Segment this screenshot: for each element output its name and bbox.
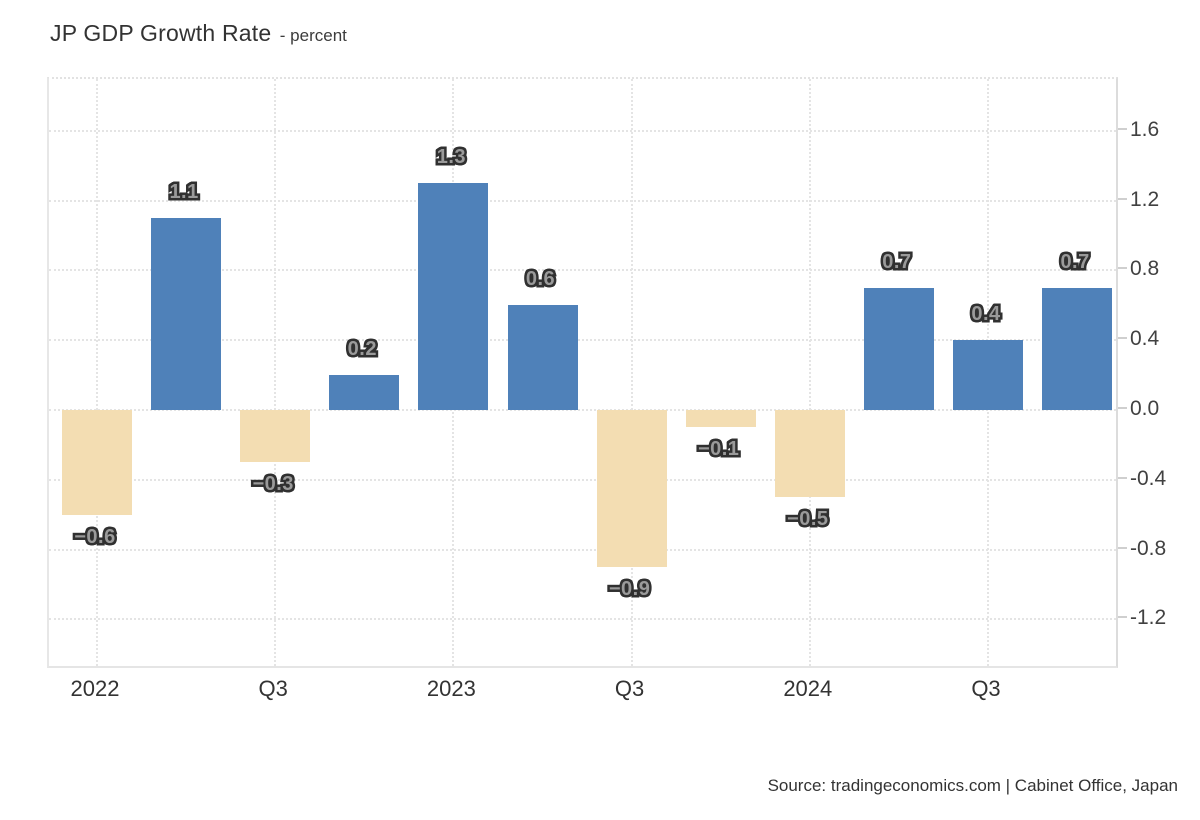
bar-q1-2023[interactable] <box>418 183 489 410</box>
gridline-horizontal <box>49 548 1116 551</box>
y-axis-tick-mark <box>1118 407 1127 409</box>
x-axis-tick-label: 2023 <box>426 676 476 701</box>
bar-q3-2022[interactable] <box>240 410 311 463</box>
y-axis-tick-mark <box>1118 197 1127 200</box>
y-axis-tick-label: -0.8 <box>1130 536 1167 560</box>
y-axis-tick-mark <box>1118 476 1127 479</box>
gridline-horizontal <box>49 339 1116 342</box>
bar-q1-2022[interactable] <box>62 410 132 515</box>
y-axis-tick-mark <box>1118 267 1127 270</box>
plot-area <box>47 77 1118 668</box>
gridline-vertical <box>630 79 633 666</box>
gridline-horizontal <box>49 199 1116 202</box>
gridline-horizontal <box>49 618 1116 621</box>
chart-title: JP GDP Growth Rate <box>50 20 272 46</box>
y-axis-tick-label: -1.2 <box>1130 606 1167 630</box>
gridline-horizontal <box>49 409 1116 411</box>
x-axis-tick-label: 2022 <box>70 676 120 701</box>
gridline-vertical <box>808 79 811 666</box>
bar-q2-2022[interactable] <box>151 218 222 410</box>
chart-header: JP GDP Growth Rate - percent <box>50 20 347 47</box>
gridline-horizontal <box>49 269 1116 272</box>
gridline-vertical <box>274 79 277 666</box>
source-attribution: Source: tradingeconomics.com | Cabinet O… <box>767 776 1178 795</box>
y-axis-tick-mark <box>1118 616 1127 619</box>
y-axis-tick-label: 1.2 <box>1130 187 1160 211</box>
bar-q1-2024[interactable] <box>774 410 845 498</box>
chart-subtitle: - percent <box>279 26 347 45</box>
gridline-vertical <box>96 79 98 666</box>
gridline-horizontal <box>49 129 1116 132</box>
y-axis-tick-label: 0.0 <box>1130 397 1160 420</box>
bar-q3-2024[interactable] <box>953 340 1023 410</box>
bar-q4-2024[interactable] <box>1042 287 1113 410</box>
y-axis-tick-mark <box>1118 337 1127 340</box>
y-axis-tick-mark <box>1118 546 1127 549</box>
gridline-horizontal <box>49 478 1116 481</box>
bar-q4-2022[interactable] <box>329 375 400 410</box>
y-axis-tick-label: 0.4 <box>1130 327 1160 351</box>
x-axis-tick-label: Q3 <box>971 676 1001 701</box>
bar-q2-2024[interactable] <box>863 287 934 410</box>
y-axis-tick-label: -0.4 <box>1130 466 1167 490</box>
y-axis-tick-mark <box>1118 127 1127 130</box>
bar-q4-2023[interactable] <box>685 410 756 428</box>
y-axis-tick-label: 0.8 <box>1130 257 1160 281</box>
x-axis-tick-label: Q3 <box>258 676 288 701</box>
bar-q3-2023[interactable] <box>596 410 667 568</box>
bar-q2-2023[interactable] <box>507 305 578 410</box>
x-axis-tick-label: 2024 <box>783 676 833 701</box>
x-axis-tick-label: Q3 <box>614 676 645 701</box>
y-axis-tick-label: 1.6 <box>1130 117 1160 141</box>
